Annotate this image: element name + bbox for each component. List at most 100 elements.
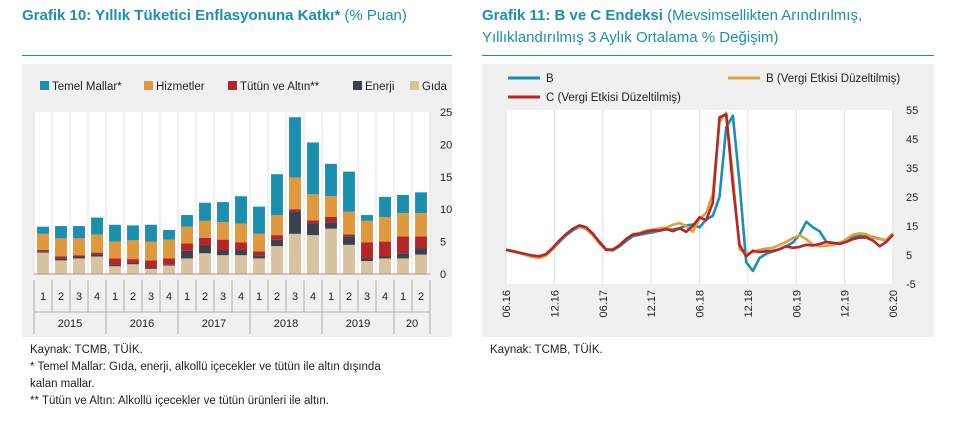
left-bar-segment xyxy=(199,220,211,238)
left-x-tick-label: 4 xyxy=(310,291,316,303)
left-year-label: 2018 xyxy=(274,318,298,330)
left-source: Kaynak: TCMB, TÜİK. xyxy=(30,344,143,356)
left-year-label: 20 xyxy=(406,318,418,330)
left-bar-segment xyxy=(199,202,211,221)
left-bar-segment xyxy=(181,226,193,244)
left-bar-segment xyxy=(253,258,265,274)
left-bar-segment xyxy=(307,220,319,224)
left-x-tick-label: 1 xyxy=(184,291,190,303)
left-bar-segment xyxy=(163,264,175,266)
left-x-tick-label: 1 xyxy=(400,291,406,303)
left-bar-segment xyxy=(127,259,139,263)
left-bar-segment xyxy=(217,202,229,223)
left-x-tick-label: 2 xyxy=(274,291,280,303)
left-bar-segment xyxy=(91,254,103,257)
left-bar-segment xyxy=(379,196,391,217)
left-x-tick-label: 1 xyxy=(256,291,262,303)
left-title-main: Grafik 10: Yıllık Tüketici Enflasyonuna … xyxy=(22,7,341,24)
left-chart-title: Grafik 10: Yıllık Tüketici Enflasyonuna … xyxy=(22,7,407,24)
left-bar-segment xyxy=(127,262,139,265)
left-x-tick-label: 4 xyxy=(166,291,172,303)
left-bar-segment xyxy=(109,266,121,274)
left-bar-segment xyxy=(307,194,319,221)
right-y-tick-label: 15 xyxy=(906,221,918,233)
left-bar-segment xyxy=(127,240,139,260)
right-x-tick-label: 06.19 xyxy=(791,290,803,318)
left-chart-panel: 0 5 10 15 20 25 1 2 3 4 1 2 3 4 1 2 3 4 1 2 3 4 1 2 3 4 1 2 2015 2016… xyxy=(22,64,452,337)
left-bar-segment xyxy=(325,222,337,229)
left-bar-segment xyxy=(91,234,103,253)
left-x-tick-label: 4 xyxy=(94,291,100,303)
left-bar-segment xyxy=(181,258,193,274)
right-legend-label: B xyxy=(546,73,554,85)
left-bar-segment xyxy=(109,241,121,259)
right-x-tick-label: 12.19 xyxy=(840,290,852,318)
right-x-tick-label: 06.16 xyxy=(501,290,513,318)
left-x-tick-label: 1 xyxy=(328,291,334,303)
right-y-tick-label: 25 xyxy=(906,192,918,204)
left-bar-segment xyxy=(307,223,319,236)
right-x-tick-label: 06.18 xyxy=(695,290,707,318)
left-bar-segment xyxy=(415,248,427,255)
right-source: Kaynak: TCMB, TÜİK. xyxy=(490,344,603,356)
left-bar-segment xyxy=(55,256,67,259)
left-bar-segment xyxy=(325,196,337,217)
left-bar-segment xyxy=(289,233,301,274)
left-bar-segment xyxy=(271,174,283,216)
left-bar-segment xyxy=(289,117,301,178)
right-chart-title-line2: Yıllıklandırılmış 3 Aylık Ortalama % Değ… xyxy=(482,29,779,46)
left-bar-segment xyxy=(109,224,121,242)
left-bar-segment xyxy=(109,258,121,265)
left-bar-segment xyxy=(325,163,337,197)
left-bar-segment xyxy=(199,245,211,254)
left-bar-segment xyxy=(145,267,157,269)
left-bar-segment xyxy=(73,256,85,259)
right-title-sub: (Mevsimsellikten Arındırılmış, xyxy=(667,7,863,24)
left-bar-segment xyxy=(73,258,85,274)
left-bar-segment xyxy=(397,253,409,259)
right-y-tick-label: -5 xyxy=(906,279,916,291)
left-bar-segment xyxy=(307,142,319,195)
right-title-main: Grafik 11: B ve C Endeksi xyxy=(482,7,663,24)
left-bar-segment xyxy=(73,255,85,257)
left-bar-segment xyxy=(343,171,355,212)
left-bar-segment xyxy=(199,237,211,246)
left-bar-segment xyxy=(37,226,49,234)
left-x-tick-label: 2 xyxy=(130,291,136,303)
right-y-tick-label: 5 xyxy=(906,250,912,262)
left-bar-segment xyxy=(361,258,373,262)
left-bar-segment xyxy=(163,258,175,265)
left-bar-segment xyxy=(253,251,265,256)
left-year-label: 2016 xyxy=(130,318,154,330)
left-bar-segment xyxy=(379,258,391,274)
left-bar-segment xyxy=(415,254,427,274)
right-y-tick-label: 45 xyxy=(906,134,918,146)
left-bar-segment xyxy=(37,233,49,251)
left-bar-segment xyxy=(55,258,67,261)
left-bar-segment xyxy=(361,220,373,243)
left-bar-segment xyxy=(55,238,67,257)
left-bar-segment xyxy=(37,251,49,253)
left-bar-segment xyxy=(253,206,265,234)
left-year-label: 2015 xyxy=(58,318,82,330)
left-legend-swatch xyxy=(353,81,362,90)
left-bar-segment xyxy=(181,215,193,227)
left-bar-segment xyxy=(271,235,283,240)
right-x-tick-label: 06.17 xyxy=(598,290,610,318)
left-y-tick-label: 0 xyxy=(440,269,446,281)
right-x-tick-label: 12.17 xyxy=(646,290,658,318)
left-bar-segment xyxy=(235,250,247,256)
right-legend-label: C (Vergi Etkisi Düzeltilmiş) xyxy=(546,92,681,104)
left-bar-segment xyxy=(361,242,373,259)
left-bar-segment xyxy=(415,192,427,214)
left-bar-segment xyxy=(37,250,49,252)
left-bar-segment xyxy=(145,260,157,268)
left-bar-segment xyxy=(55,226,67,239)
left-bar-segment xyxy=(73,238,85,256)
left-bar-segment xyxy=(127,225,139,241)
left-legend-swatch xyxy=(40,81,49,90)
left-bar-segment xyxy=(271,239,283,247)
left-x-tick-label: 2 xyxy=(58,291,64,303)
left-x-tick-label: 2 xyxy=(202,291,208,303)
